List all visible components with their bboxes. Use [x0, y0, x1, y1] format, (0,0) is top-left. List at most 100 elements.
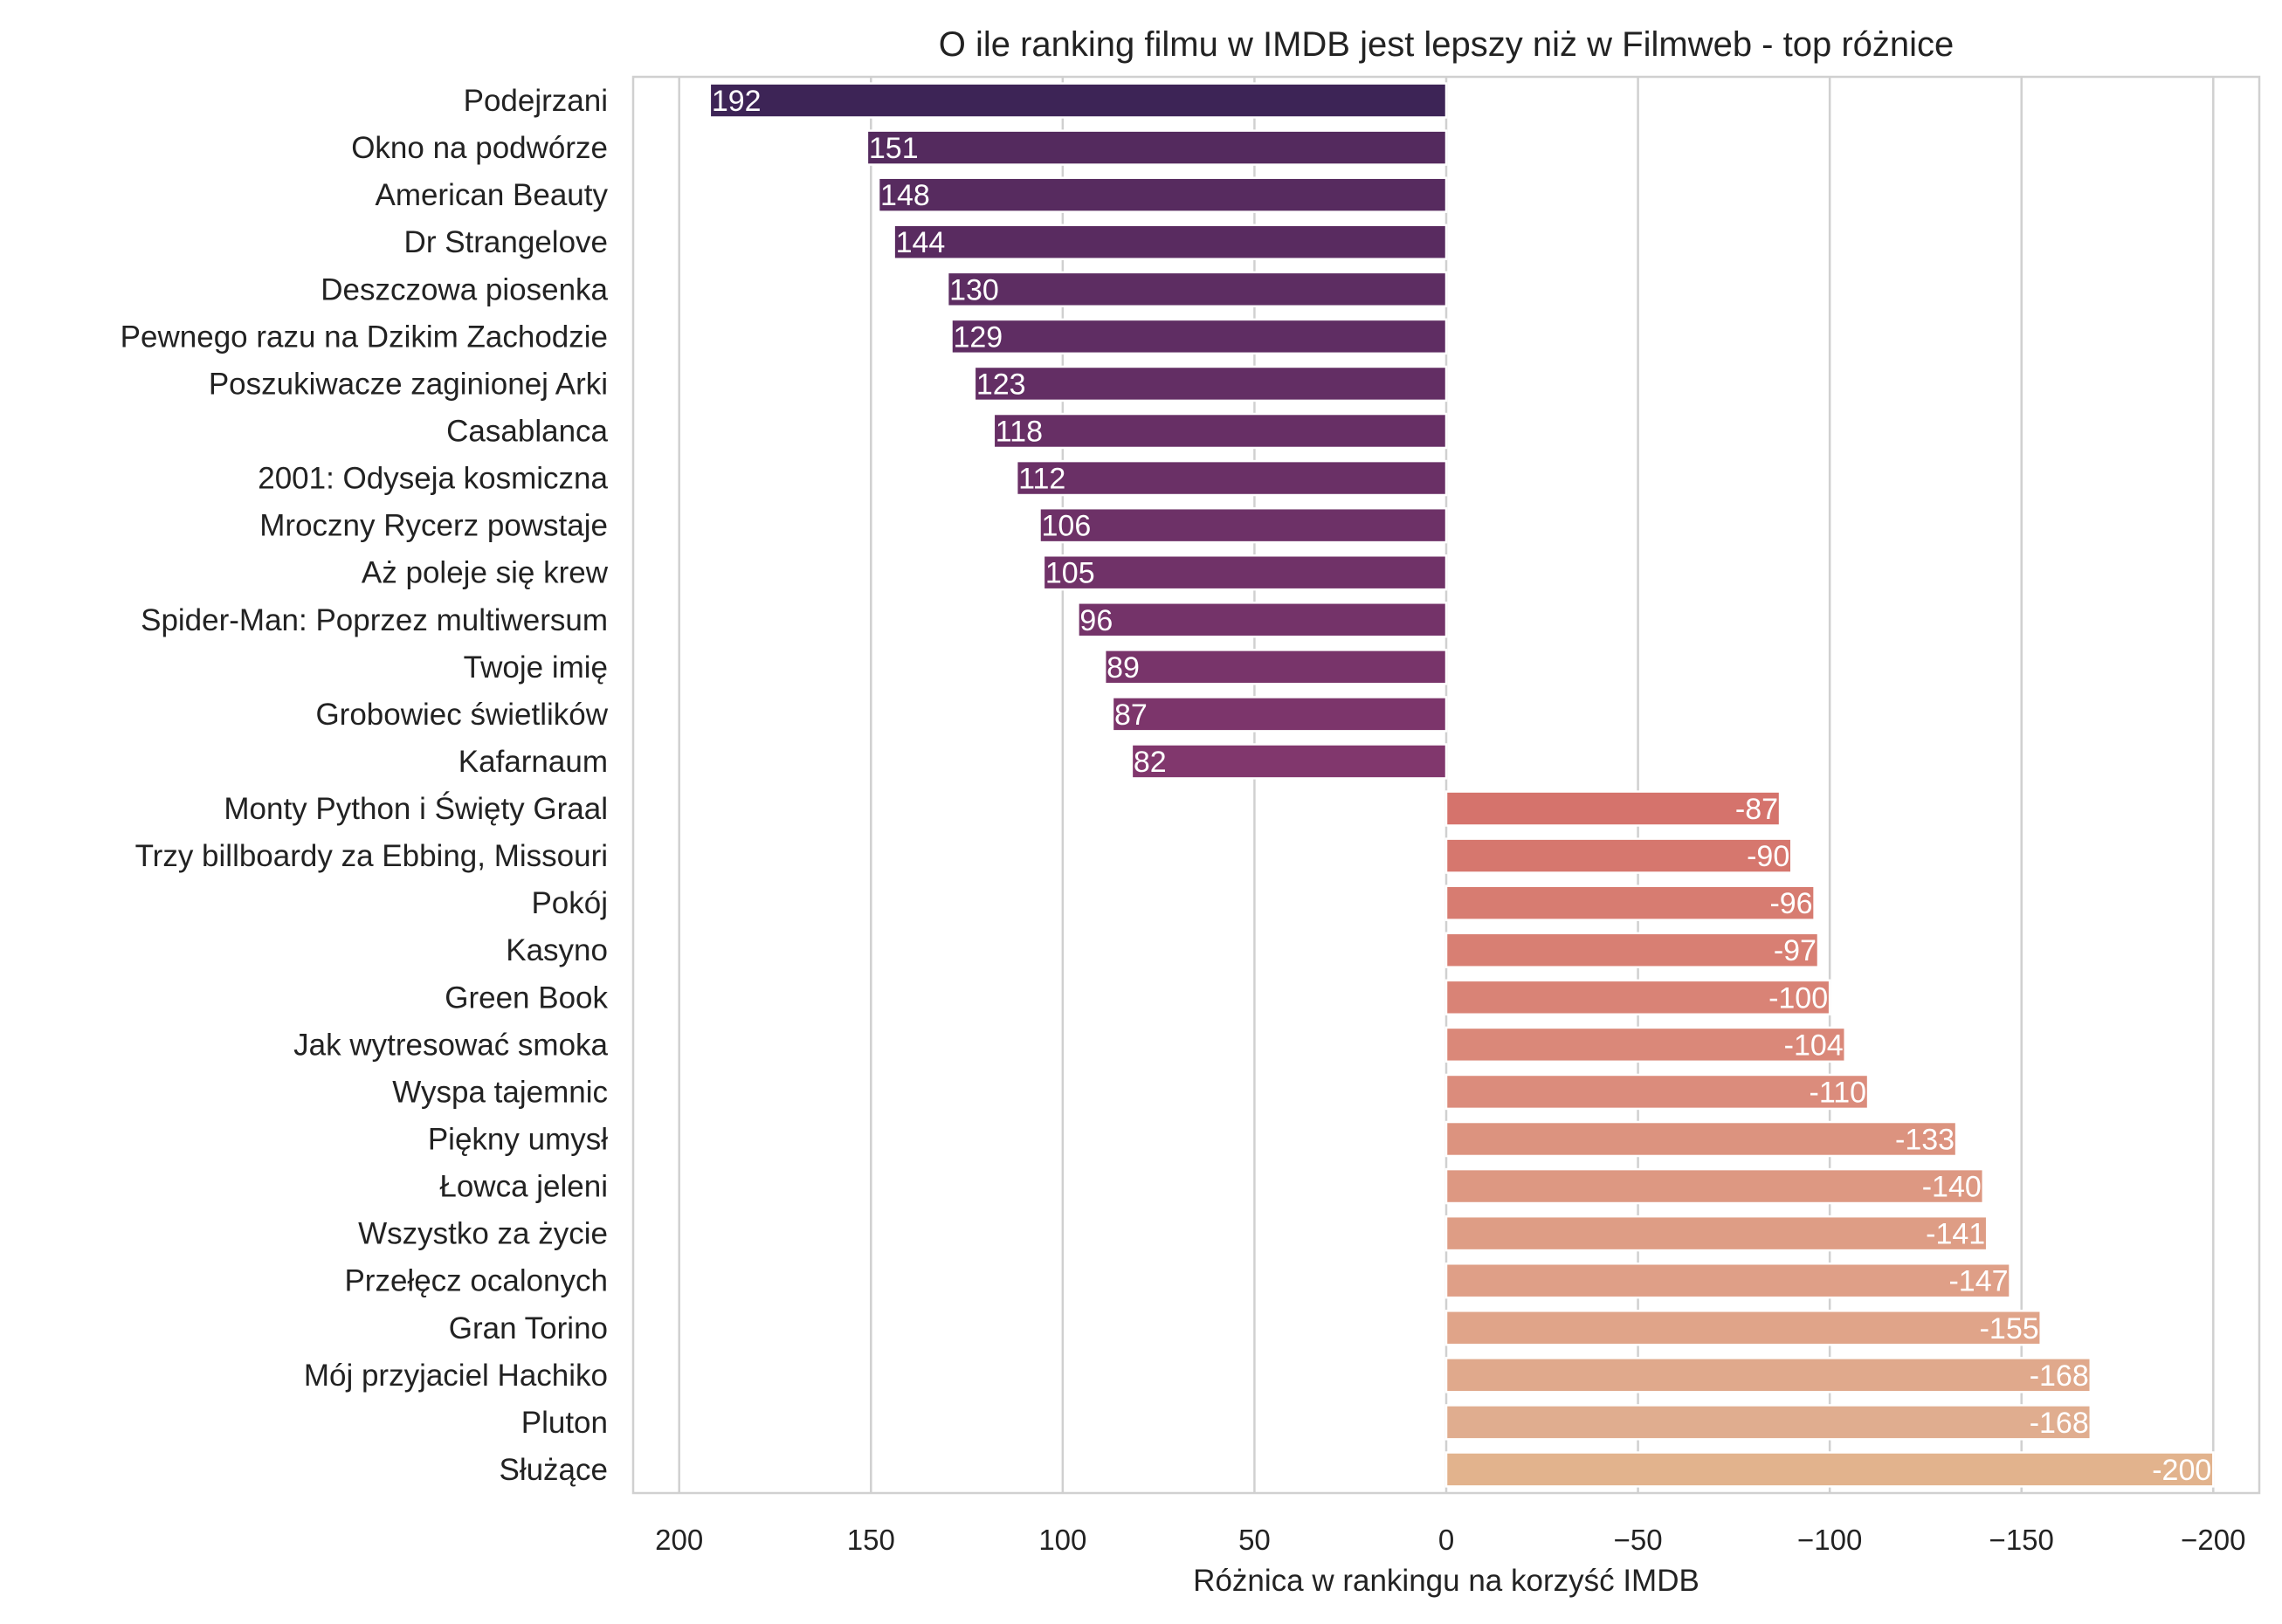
bar-value-label: -104: [1784, 1029, 1844, 1062]
y-tick-label: Jak wytresować smoka: [293, 1028, 608, 1062]
y-tick-label: Twoje imię: [464, 650, 608, 685]
y-tick-label: 2001: Odyseja kosmiczna: [258, 462, 608, 496]
bar-value-label: 87: [1114, 698, 1148, 732]
y-tick-label: Kafarnaum: [458, 745, 608, 779]
bar: [1038, 506, 1448, 544]
bar-value-label: -168: [2030, 1407, 2089, 1440]
x-tick-label: 50: [1238, 1524, 1271, 1556]
y-tick-label: Przełęcz ocalonych: [344, 1264, 608, 1298]
bar-value-label: 112: [1018, 463, 1065, 496]
bar: [1444, 979, 1831, 1016]
y-tick-label: Deszczowa piosenka: [321, 272, 608, 306]
bar-value-label: 96: [1079, 604, 1113, 637]
y-tick-label: Łowca jeleni: [439, 1170, 608, 1204]
bar-value-label: 82: [1134, 746, 1167, 779]
bar-value-label: 192: [712, 85, 762, 118]
bar: [1444, 1167, 1985, 1205]
bar: [1444, 1451, 2215, 1488]
bar: [1444, 1404, 2092, 1441]
y-axis-tick-labels: Podejrzani Okno na podwórze American Beaut…: [121, 84, 609, 1487]
bar: [1444, 1262, 2011, 1299]
y-tick-label: Green Book: [445, 981, 608, 1015]
bar-value-label: -147: [1948, 1265, 2008, 1298]
bar-value-label: -168: [2030, 1359, 2089, 1393]
y-tick-label: Mroczny Rycerz powstaje: [259, 509, 608, 543]
bar-value-label: -155: [1980, 1312, 2039, 1345]
x-axis-label: Różnica w rankingu na korzyść IMDB: [1193, 1564, 1699, 1598]
bar: [1077, 602, 1448, 638]
y-tick-label: Casablanca: [446, 415, 608, 449]
bar-value-label: -90: [1747, 840, 1789, 873]
x-tick-label: 100: [1038, 1524, 1086, 1556]
bar-value-label: -87: [1735, 793, 1778, 826]
bar-value-label: -133: [1895, 1124, 1955, 1157]
bar-value-label: 118: [996, 416, 1043, 449]
y-tick-label: Wyspa tajemnic: [392, 1075, 608, 1109]
x-tick-label: 200: [655, 1524, 703, 1556]
bar: [1444, 1215, 1989, 1252]
bar: [1444, 1026, 1846, 1063]
y-tick-label: Piękny umysł: [428, 1123, 608, 1157]
y-tick-label: Wszystko za życie: [358, 1217, 608, 1251]
bar: [1444, 1357, 2092, 1393]
bar-value-label: -96: [1769, 887, 1812, 920]
bar-value-label: -97: [1774, 934, 1817, 967]
bar-value-label: 148: [880, 179, 930, 212]
bar-value-label: -200: [2152, 1454, 2211, 1487]
bar: [992, 412, 1448, 450]
x-tick-label: 150: [847, 1524, 895, 1556]
gridlines: [678, 77, 2215, 1493]
bar: [1130, 743, 1448, 780]
bar: [1444, 1120, 1958, 1158]
bar-value-label: -140: [1922, 1171, 1982, 1204]
y-tick-label: Poszukiwacze zaginionej Arki: [209, 367, 608, 401]
bar-value-label: -110: [1810, 1076, 1867, 1109]
bar-value-label: 105: [1045, 557, 1095, 590]
bar: [1444, 884, 1816, 921]
y-tick-label: Kasyno: [506, 933, 608, 967]
bar: [950, 318, 1448, 355]
y-tick-label: Pluton: [521, 1406, 608, 1440]
chart-title: O ile ranking filmu w IMDB jest lepszy n…: [939, 25, 1955, 64]
bar: [893, 224, 1448, 260]
bar: [973, 365, 1448, 403]
y-tick-label: Gran Torino: [449, 1311, 608, 1345]
bars: [708, 82, 2215, 1488]
y-tick-label: Pokój: [531, 886, 608, 920]
y-tick-label: Mój przyjaciel Hachiko: [304, 1359, 608, 1393]
bar-value-label: -141: [1926, 1218, 1985, 1251]
bar: [1042, 554, 1448, 591]
bar-value-label: 130: [949, 273, 999, 306]
bar: [877, 176, 1448, 213]
y-tick-label: Pewnego razu na Dzikim Zachodzie: [121, 320, 608, 354]
y-tick-label: Podejrzani: [464, 84, 608, 118]
bar-value-label: -100: [1768, 981, 1828, 1015]
y-tick-label: Dr Strangelove: [404, 225, 608, 259]
y-tick-label: Trzy billboardy za Ebbing, Missouri: [135, 839, 608, 873]
bar: [1103, 649, 1448, 685]
bar-value-label: 123: [976, 368, 1026, 401]
bar-value-label: 144: [896, 226, 946, 259]
x-tick-label: 0: [1438, 1524, 1454, 1556]
y-tick-label: Służące: [499, 1453, 608, 1487]
bar: [1444, 1310, 2042, 1346]
x-axis-tick-labels: 200 150 100 50 0 −50 −100 −150 −200: [655, 1524, 2245, 1556]
bar-value-label: 129: [953, 320, 1003, 354]
bar-value-label: 89: [1107, 651, 1140, 685]
bar: [865, 129, 1448, 166]
bar: [1015, 459, 1448, 497]
bar: [1444, 1073, 1870, 1111]
y-tick-label: American Beauty: [375, 178, 608, 212]
x-tick-label: −150: [1989, 1524, 2054, 1556]
x-tick-label: −100: [1797, 1524, 1862, 1556]
bar-value-label: 151: [869, 132, 919, 165]
bar: [708, 82, 1448, 119]
bar: [1444, 790, 1782, 827]
bar: [946, 271, 1448, 308]
y-tick-label: Spider-Man: Poprzez multiwersum: [141, 603, 608, 637]
x-tick-label: −200: [2181, 1524, 2245, 1556]
y-tick-label: Grobowiec świetlików: [315, 698, 608, 732]
